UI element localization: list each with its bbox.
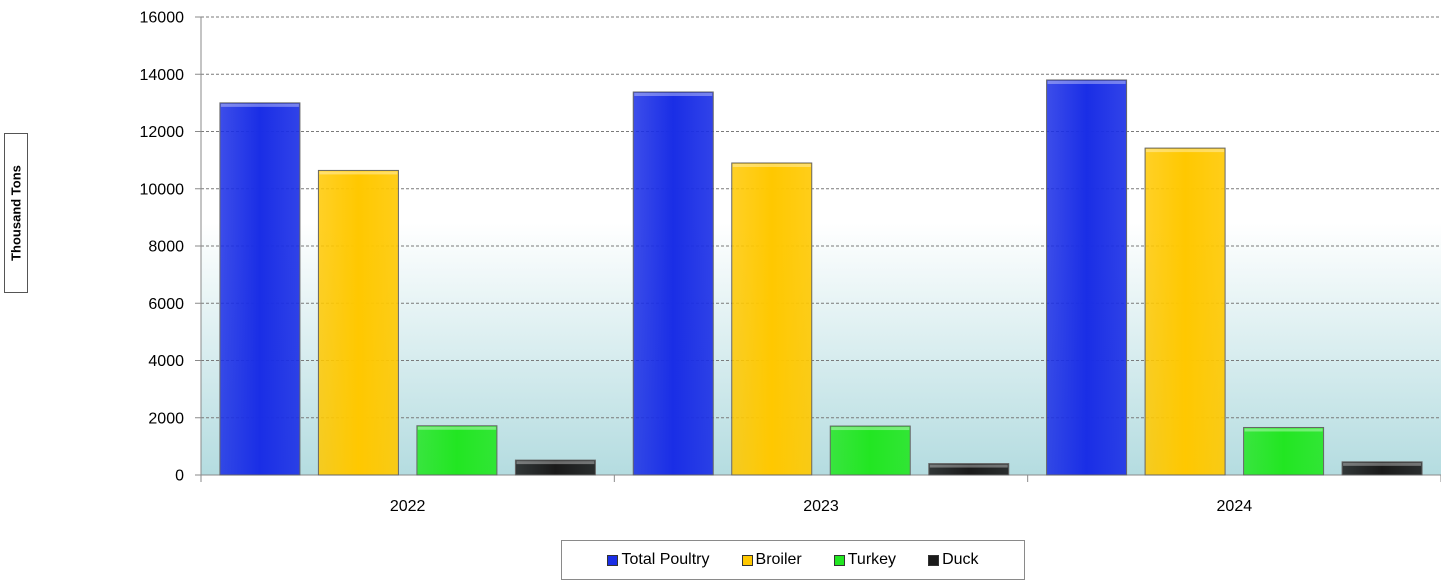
bar-turkey-2023 [829, 425, 911, 476]
y-axis-label: Thousand Tons [8, 165, 24, 261]
legend-item-duck: Duck [928, 551, 979, 569]
y-tick-label: 0 [175, 468, 184, 485]
bar-turkey-2022 [416, 425, 498, 476]
legend-swatch-broiler [741, 554, 753, 566]
y-axis-label-box: Thousand Tons [4, 133, 28, 293]
bar-highlight [929, 464, 1008, 468]
bar-highlight [319, 171, 398, 175]
bar-highlight [831, 427, 910, 431]
legend-label-total-poultry: Total Poultry [621, 551, 710, 568]
y-tick-label: 10000 [140, 181, 185, 198]
y-tick-label: 6000 [148, 296, 184, 313]
bar-highlight [1343, 462, 1422, 466]
bar-broiler-2022 [317, 169, 399, 476]
bar-broiler-2024 [1144, 147, 1226, 476]
bar-highlight [220, 103, 299, 107]
legend-swatch-duck [928, 554, 940, 566]
bar-highlight [634, 92, 713, 96]
bar-total-poultry-2024 [1046, 79, 1128, 476]
legend-item-broiler: Broiler [741, 551, 802, 569]
y-tick-label: 14000 [140, 67, 185, 84]
bar-highlight [1047, 80, 1126, 84]
legend-swatch-turkey [833, 554, 845, 566]
bar-turkey-2024 [1243, 426, 1325, 476]
bar-highlight [516, 461, 595, 465]
legend-label-duck: Duck [942, 551, 979, 568]
bar-highlight [732, 163, 811, 167]
legend-label-turkey: Turkey [847, 551, 897, 568]
tick-labels: 0 2000 4000 6000 8000 10000 12000 14000 16000 202… [140, 10, 1253, 516]
x-tick-label: 2024 [1217, 498, 1253, 515]
legend-swatch-total-poultry [607, 554, 619, 566]
legend-item-total-poultry: Total Poultry [607, 551, 710, 569]
legend: Total Poultry Broiler Turkey Duck [561, 540, 1025, 580]
y-tick-label: 2000 [148, 410, 184, 427]
legend-item-turkey: Turkey [833, 551, 897, 569]
y-tick-label: 4000 [148, 353, 184, 370]
axes [195, 16, 1441, 482]
y-tick-label: 16000 [140, 10, 185, 27]
x-tick-label: 2023 [803, 498, 839, 515]
bar-total-poultry-2023 [632, 91, 714, 476]
bar-duck-2024 [1341, 461, 1423, 476]
bar-total-poultry-2022 [219, 102, 301, 476]
grid-lines [201, 16, 1441, 419]
chart-plot: 0 2000 4000 6000 8000 10000 12000 14000 16000 202… [140, 10, 1441, 516]
bar-highlight [417, 426, 496, 430]
y-tick-label: 12000 [140, 124, 185, 141]
x-tick-label: 2022 [390, 498, 426, 515]
y-tick-label: 8000 [148, 239, 184, 256]
bar-broiler-2023 [731, 162, 813, 476]
bar-highlight [1146, 149, 1225, 153]
legend-label-broiler: Broiler [755, 551, 802, 568]
bar-duck-2023 [928, 463, 1010, 476]
bar-duck-2022 [514, 459, 596, 476]
bars [219, 79, 1423, 476]
bar-highlight [1244, 428, 1323, 432]
